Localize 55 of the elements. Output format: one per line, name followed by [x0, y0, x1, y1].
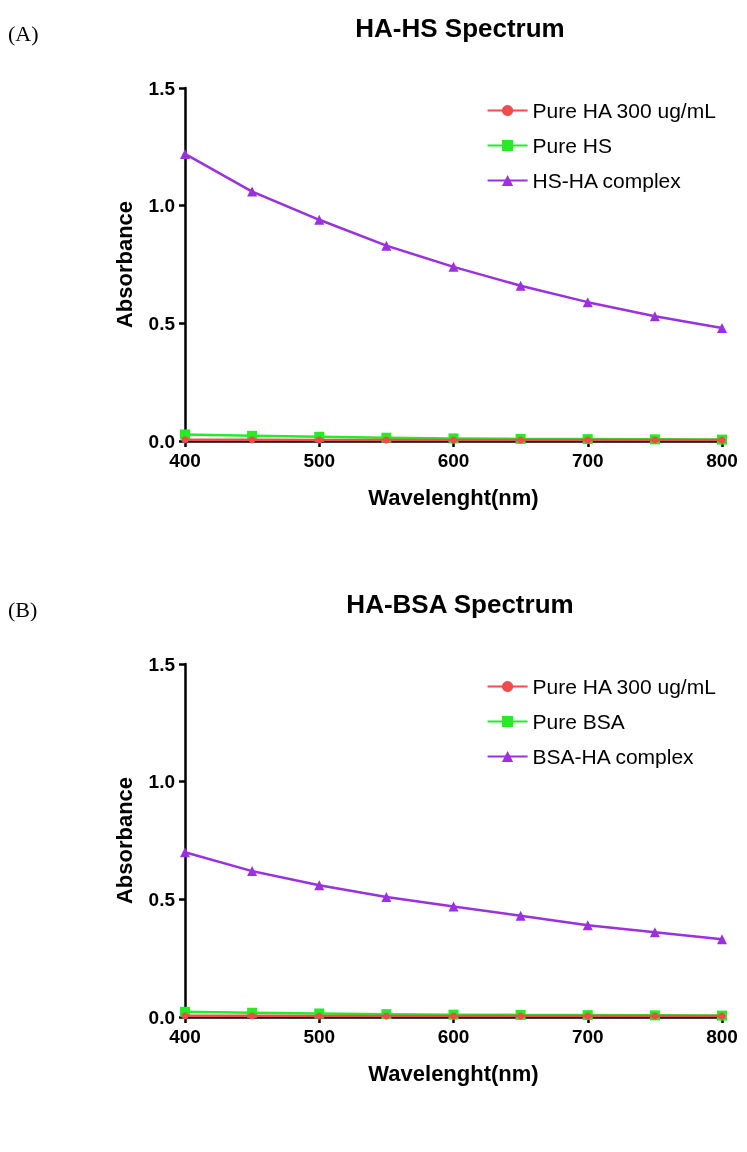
point: [649, 311, 660, 322]
point: [314, 880, 325, 891]
legend-label: Pure HS: [532, 134, 612, 157]
y-tick-label: 1.5: [148, 653, 176, 675]
x-tick-label: 400: [169, 1026, 201, 1047]
point: [381, 891, 392, 902]
legend-label: Pure HA 300 ug/mL: [532, 675, 716, 698]
x-axis-title: Wavelenght(nm): [368, 484, 539, 510]
x-tick-label: 700: [571, 1026, 604, 1047]
x-tick-label: 500: [303, 450, 336, 471]
y-tick-label: 0.0: [148, 1006, 175, 1028]
legend-label: Pure HA 300 ug/mL: [532, 99, 716, 122]
y-tick-label: 1.5: [148, 77, 176, 99]
point: [247, 866, 258, 877]
point: [248, 1012, 256, 1020]
chart-title: HA-HS Spectrum: [355, 13, 565, 43]
point: [314, 214, 325, 225]
y-tick-label: 0.5: [148, 888, 176, 910]
point: [315, 1012, 323, 1020]
y-tick-label: 1.0: [148, 195, 175, 217]
y-tick-label: 0.5: [148, 312, 176, 334]
text: (B): [8, 596, 38, 622]
x-tick-label: 800: [706, 450, 738, 471]
point: [381, 240, 392, 251]
point: [582, 920, 593, 931]
point: [448, 261, 459, 272]
y-tick-label: 0.0: [148, 430, 175, 452]
legend-label: BSA-HA complex: [532, 745, 695, 768]
text: (A): [8, 20, 39, 46]
y-axis-title: Absorbance: [111, 776, 137, 905]
x-tick-label: 600: [437, 1026, 470, 1047]
y-axis-title: Absorbance: [111, 200, 137, 329]
point: [515, 280, 526, 291]
point: [248, 436, 256, 444]
x-tick-label: 500: [303, 1026, 336, 1047]
x-tick-label: 400: [169, 450, 201, 471]
legend-label: Pure BSA: [532, 710, 625, 733]
point: [247, 186, 258, 197]
x-tick-label: 800: [706, 1026, 738, 1047]
point: [649, 927, 660, 938]
x-tick-label: 600: [437, 450, 470, 471]
point: [448, 901, 459, 912]
point: [180, 847, 190, 858]
x-axis-title: Wavelenght(nm): [368, 1060, 539, 1086]
legend-label: HS-HA complex: [532, 169, 682, 192]
point: [717, 934, 727, 945]
point: [315, 436, 323, 444]
point: [515, 910, 526, 921]
chart-title: HA-BSA Spectrum: [346, 589, 574, 619]
point: [382, 436, 390, 444]
point: [717, 323, 727, 334]
point: [180, 148, 190, 159]
x-tick-label: 700: [571, 450, 604, 471]
y-tick-label: 1.0: [148, 771, 175, 793]
point: [582, 297, 593, 308]
